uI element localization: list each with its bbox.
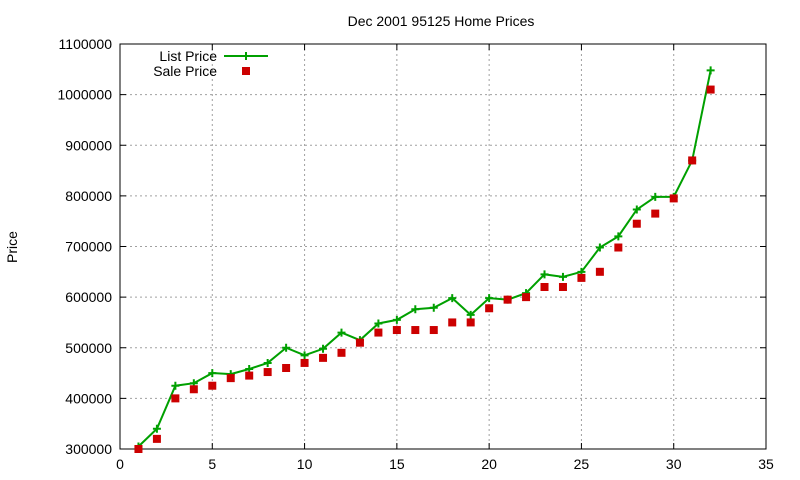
sale-price-point	[503, 295, 512, 304]
sale-price-point	[208, 381, 217, 390]
sale-price-point	[669, 194, 678, 203]
legend-label-sale-price: Sale Price	[153, 63, 217, 79]
x-tick-label: 35	[758, 456, 774, 472]
sale-price-point	[374, 328, 383, 337]
x-tick-label: 25	[574, 456, 590, 472]
legend: List Price Sale Price	[153, 48, 268, 79]
sale-price-point	[337, 348, 346, 357]
sale-price-point	[171, 394, 180, 403]
y-tick-label: 500000	[65, 340, 112, 356]
list-price-point	[614, 232, 623, 241]
y-tick-label: 1100000	[59, 36, 113, 52]
sale-price-point	[595, 267, 604, 276]
x-tick-label: 5	[208, 456, 216, 472]
list-price-point	[300, 351, 309, 360]
y-tick-label: 400000	[65, 390, 112, 406]
sale-price-point	[319, 353, 328, 362]
sale-price-point	[558, 283, 567, 291]
sale-price-point	[429, 326, 438, 335]
list-price-point	[319, 344, 328, 353]
sale-price-point	[632, 219, 641, 228]
sale-price-point	[540, 283, 549, 291]
x-tick-label: 0	[116, 456, 124, 472]
sale-price-point	[466, 318, 475, 327]
chart-title: Dec 2001 95125 Home Prices	[348, 13, 535, 29]
list-price-point	[411, 305, 420, 314]
x-tick-label: 30	[666, 456, 682, 472]
sale-price-point	[448, 318, 457, 327]
sale-price-point	[245, 371, 254, 380]
y-tick-label: 300000	[65, 441, 112, 457]
list-price-point	[171, 381, 180, 390]
y-axis: 300000 400000 500000 600000 700000 800000 9000…	[57, 36, 766, 457]
sale-price-point	[706, 85, 715, 94]
list-price-point	[392, 315, 401, 324]
sale-price-point	[263, 368, 272, 377]
list-price-point	[263, 358, 272, 367]
sale-price-point	[614, 243, 623, 252]
list-price-point	[337, 328, 346, 337]
x-tick-label: 10	[297, 456, 313, 472]
sale-price-point	[577, 273, 586, 282]
list-price-point	[540, 270, 549, 279]
legend-plus-icon	[242, 52, 250, 60]
legend-marker-list-price	[242, 52, 250, 60]
sale-price-point	[189, 385, 198, 394]
list-price-point	[448, 294, 457, 303]
list-price-point	[485, 294, 494, 303]
sale-price-point	[355, 338, 364, 347]
grid	[120, 44, 766, 449]
x-tick-label: 20	[481, 456, 497, 472]
y-tick-label: 800000	[65, 188, 112, 204]
y-tick-label: 600000	[65, 289, 112, 305]
x-tick-label: 15	[389, 456, 405, 472]
list-price-point	[558, 272, 567, 281]
sale-price-point	[522, 293, 531, 302]
sale-price-point	[282, 364, 291, 372]
sale-price-point	[411, 326, 420, 335]
legend-marker-sale-price	[242, 67, 250, 75]
list-price-line	[137, 70, 712, 448]
sale-price-point	[152, 434, 161, 443]
y-tick-label: 700000	[65, 239, 112, 255]
y-tick-label: 1000000	[57, 87, 112, 103]
list-price-point	[429, 303, 438, 312]
list-price-point	[632, 205, 641, 214]
list-price-point	[706, 66, 715, 75]
sale-price-point	[392, 326, 401, 335]
sale-price-point	[688, 156, 697, 165]
list-price-point	[651, 192, 660, 201]
sale-price-point	[134, 445, 143, 453]
series-layer	[134, 66, 715, 453]
legend-label-list-price: List Price	[159, 48, 217, 64]
y-tick-label: 900000	[65, 137, 112, 153]
sale-price-point	[485, 304, 494, 313]
list-price-point	[374, 319, 383, 328]
sale-price-point	[226, 374, 235, 383]
x-axis: 0 5 10 15 20 25 30 35	[116, 44, 774, 472]
sale-price-point	[300, 358, 309, 367]
list-price-point	[208, 369, 217, 378]
sale-price-point	[651, 209, 660, 218]
list-price-point	[152, 424, 161, 433]
list-price-point	[595, 243, 604, 252]
y-axis-label: Price	[4, 231, 20, 263]
list-price-point	[466, 310, 475, 319]
list-price-point	[282, 343, 291, 352]
